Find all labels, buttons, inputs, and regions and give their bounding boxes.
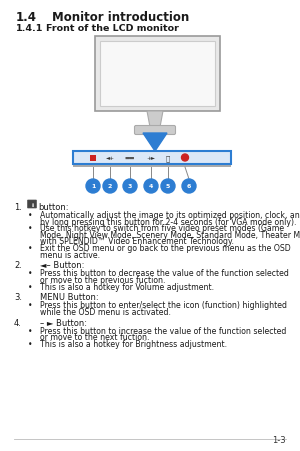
Text: ◄– Button:: ◄– Button: — [40, 260, 84, 269]
Text: ▬▬: ▬▬ — [125, 156, 135, 161]
Text: ⬇: ⬇ — [30, 202, 34, 207]
Text: with SPLENDID™ Video Enhancement Technology.: with SPLENDID™ Video Enhancement Technol… — [40, 237, 234, 246]
FancyBboxPatch shape — [100, 42, 215, 107]
Text: 5: 5 — [166, 184, 170, 189]
Text: 1.: 1. — [14, 202, 22, 212]
Text: 1-3: 1-3 — [272, 435, 286, 444]
FancyBboxPatch shape — [90, 155, 96, 161]
FancyBboxPatch shape — [73, 165, 231, 168]
Text: – ► Button:: – ► Button: — [40, 318, 87, 327]
Text: This is also a hotkey for Brightness adjustment.: This is also a hotkey for Brightness adj… — [40, 339, 227, 348]
Text: 4: 4 — [149, 184, 153, 189]
Text: 2: 2 — [108, 184, 112, 189]
Text: Monitor introduction: Monitor introduction — [52, 11, 189, 24]
Text: Use this hotkey to switch from five video preset modes (Game: Use this hotkey to switch from five vide… — [40, 224, 284, 233]
Text: 3: 3 — [128, 184, 132, 189]
Text: •: • — [28, 282, 32, 291]
Text: This is also a hotkey for Volume adjustment.: This is also a hotkey for Volume adjustm… — [40, 282, 214, 291]
Text: 1.4.1: 1.4.1 — [16, 24, 44, 33]
Text: 3.: 3. — [14, 292, 22, 301]
Circle shape — [86, 179, 100, 193]
Text: button:: button: — [38, 202, 68, 212]
Text: by long pressing this button for 2-4 seconds (for VGA mode only).: by long pressing this button for 2-4 sec… — [40, 217, 296, 226]
Circle shape — [144, 179, 158, 193]
FancyBboxPatch shape — [73, 152, 231, 165]
Polygon shape — [143, 133, 167, 152]
Text: 1: 1 — [91, 184, 95, 189]
Text: •: • — [28, 211, 32, 220]
Text: ⏻: ⏻ — [166, 155, 170, 161]
Text: MENU Button:: MENU Button: — [40, 292, 99, 301]
Text: while the OSD menu is activated.: while the OSD menu is activated. — [40, 307, 171, 316]
Text: •: • — [28, 326, 32, 335]
Text: Mode, Night View Mode, Scenery Mode, Standard Mode, Theater Mode): Mode, Night View Mode, Scenery Mode, Sta… — [40, 230, 300, 239]
Text: 4.: 4. — [14, 318, 22, 327]
Text: +►: +► — [146, 156, 155, 161]
Circle shape — [103, 179, 117, 193]
Text: Press this button to decrease the value of the function selected: Press this button to decrease the value … — [40, 269, 289, 278]
Polygon shape — [147, 112, 163, 128]
Text: menu is active.: menu is active. — [40, 250, 100, 259]
Text: Exit the OSD menu or go back to the previous menu as the OSD: Exit the OSD menu or go back to the prev… — [40, 244, 291, 253]
Text: •: • — [28, 269, 32, 278]
Text: Automatically adjust the image to its optimized position, clock, and phase: Automatically adjust the image to its op… — [40, 211, 300, 220]
Text: 2.: 2. — [14, 260, 22, 269]
Text: •: • — [28, 339, 32, 348]
Circle shape — [182, 179, 196, 193]
Text: •: • — [28, 244, 32, 253]
Text: 1.4: 1.4 — [16, 11, 37, 24]
Text: 6: 6 — [187, 184, 191, 189]
FancyBboxPatch shape — [134, 126, 176, 135]
Text: or move to the next fuction.: or move to the next fuction. — [40, 333, 149, 342]
Text: Press this button to enter/select the icon (function) highlighted: Press this button to enter/select the ic… — [40, 301, 287, 310]
FancyBboxPatch shape — [95, 37, 220, 112]
Text: Front of the LCD monitor: Front of the LCD monitor — [46, 24, 179, 33]
Text: •: • — [28, 224, 32, 233]
Text: Press this button to increase the value of the function selected: Press this button to increase the value … — [40, 326, 286, 335]
Circle shape — [161, 179, 175, 193]
Circle shape — [182, 155, 188, 161]
Circle shape — [123, 179, 137, 193]
FancyBboxPatch shape — [28, 201, 37, 208]
Text: •: • — [28, 301, 32, 310]
Text: ◄+: ◄+ — [106, 156, 115, 161]
Text: or move to the previous fuction.: or move to the previous fuction. — [40, 276, 166, 285]
